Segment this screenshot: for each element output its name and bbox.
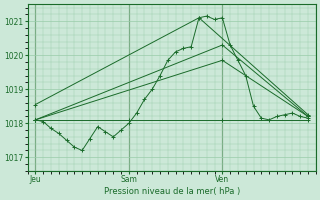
X-axis label: Pression niveau de la mer( hPa ): Pression niveau de la mer( hPa ) [104,187,240,196]
